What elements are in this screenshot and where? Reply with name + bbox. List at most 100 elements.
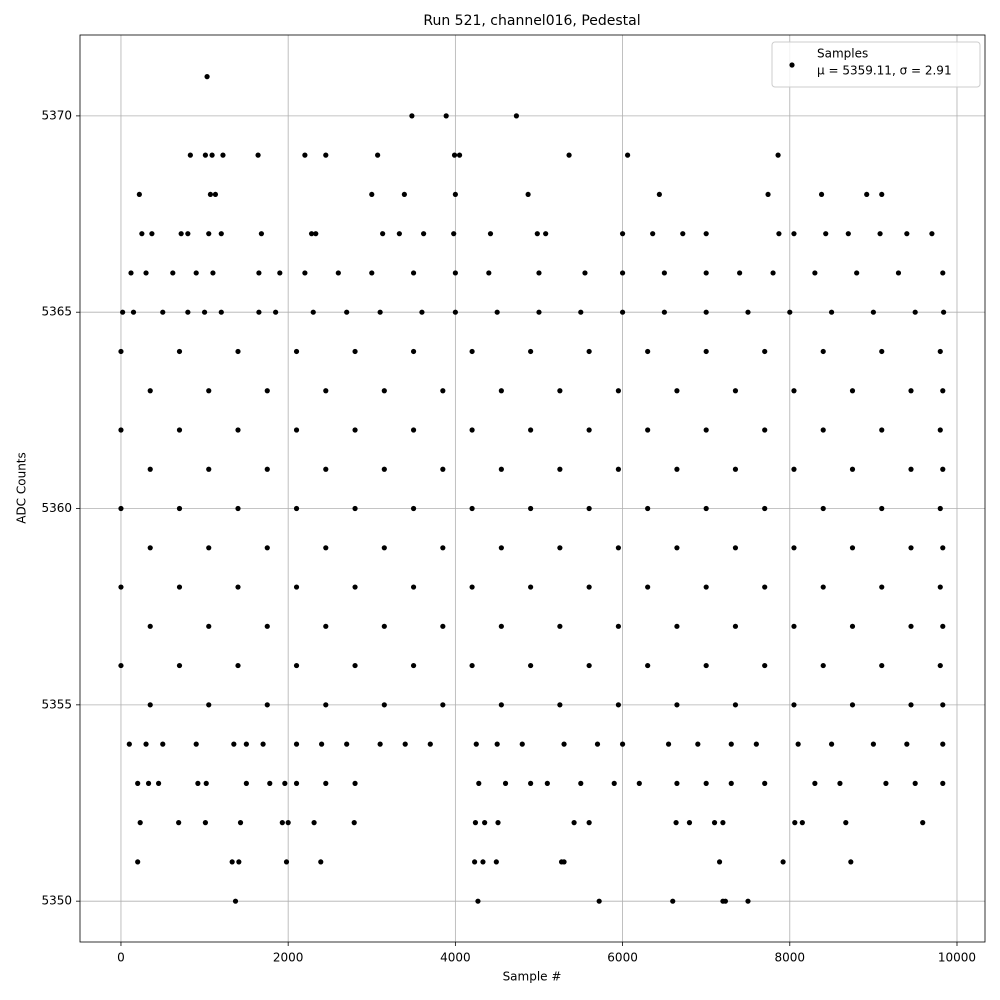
data-point xyxy=(615,466,622,472)
data-point xyxy=(908,388,914,394)
data-point xyxy=(941,309,947,315)
data-point xyxy=(665,741,672,747)
data-point xyxy=(185,309,191,315)
data-point xyxy=(940,702,946,708)
data-point xyxy=(879,191,885,198)
data-point xyxy=(352,427,358,433)
data-point xyxy=(201,309,208,315)
data-point xyxy=(176,505,183,512)
data-point xyxy=(472,859,478,865)
data-point xyxy=(293,780,300,786)
data-point xyxy=(624,152,631,158)
data-point xyxy=(908,545,914,551)
data-point xyxy=(703,427,709,433)
data-point xyxy=(237,820,244,826)
data-point xyxy=(277,270,283,276)
data-point xyxy=(762,662,768,669)
data-point xyxy=(845,231,851,237)
data-point xyxy=(409,113,415,119)
data-point xyxy=(498,545,504,551)
data-point xyxy=(703,505,709,512)
data-point xyxy=(160,309,166,315)
data-point xyxy=(791,231,797,237)
data-point xyxy=(611,780,617,786)
data-point xyxy=(937,584,943,590)
data-point xyxy=(695,741,701,747)
data-point xyxy=(940,270,946,276)
data-point xyxy=(264,545,270,551)
data-point xyxy=(650,231,656,237)
data-point xyxy=(674,545,680,551)
data-point xyxy=(243,741,249,747)
data-point xyxy=(256,270,262,276)
data-point xyxy=(711,820,718,826)
x-tick-label: 0 xyxy=(117,951,125,965)
data-point xyxy=(619,270,626,276)
data-point xyxy=(147,388,153,394)
data-point xyxy=(680,231,686,237)
data-point xyxy=(498,702,504,708)
data-point xyxy=(285,820,291,826)
data-point xyxy=(476,780,482,786)
data-point xyxy=(656,191,662,198)
data-point xyxy=(937,348,943,355)
data-point xyxy=(737,270,743,276)
data-point xyxy=(401,191,407,198)
data-point xyxy=(732,466,739,472)
data-point xyxy=(812,270,818,276)
data-point xyxy=(820,348,826,355)
data-point xyxy=(929,231,935,237)
data-point xyxy=(323,466,329,472)
data-point xyxy=(176,427,183,433)
data-point xyxy=(820,584,826,590)
data-point xyxy=(937,662,943,669)
data-point xyxy=(879,427,885,433)
data-point xyxy=(352,662,358,669)
x-tick-label: 6000 xyxy=(607,951,638,965)
data-point xyxy=(195,780,201,786)
data-point xyxy=(410,427,417,433)
data-point xyxy=(206,466,212,472)
data-point xyxy=(720,820,726,826)
data-point xyxy=(937,427,943,433)
data-point xyxy=(396,231,402,237)
data-point xyxy=(762,427,768,433)
data-point xyxy=(137,820,143,826)
y-tick-label: 5355 xyxy=(41,697,72,711)
data-point xyxy=(586,348,592,355)
data-point xyxy=(883,780,889,786)
data-point xyxy=(528,662,534,669)
data-point xyxy=(410,505,417,512)
data-point xyxy=(344,741,350,747)
data-point xyxy=(381,388,387,394)
data-point xyxy=(352,584,358,590)
data-point xyxy=(645,662,651,669)
legend-marker xyxy=(789,62,795,68)
data-point xyxy=(452,270,458,276)
data-point xyxy=(451,152,458,158)
data-point xyxy=(193,270,199,276)
data-point xyxy=(596,898,602,904)
data-point xyxy=(126,741,132,747)
x-tick-label: 8000 xyxy=(775,951,806,965)
data-point xyxy=(118,662,124,669)
data-point xyxy=(178,231,184,237)
data-point xyxy=(940,623,946,629)
data-point xyxy=(118,348,124,355)
y-tick-label: 5365 xyxy=(41,305,72,319)
data-point xyxy=(486,270,492,276)
data-point xyxy=(410,584,417,590)
data-point xyxy=(469,348,475,355)
data-point xyxy=(753,741,759,747)
data-point xyxy=(582,270,588,276)
data-point xyxy=(762,584,768,590)
data-point xyxy=(673,820,679,826)
data-point xyxy=(136,191,142,198)
data-point xyxy=(335,270,341,276)
data-point xyxy=(452,309,458,315)
data-point xyxy=(828,309,835,315)
data-point xyxy=(940,741,946,747)
data-point xyxy=(791,702,797,708)
data-point xyxy=(703,584,709,590)
legend-note: μ = 5359.11, σ = 2.91 xyxy=(817,64,952,78)
